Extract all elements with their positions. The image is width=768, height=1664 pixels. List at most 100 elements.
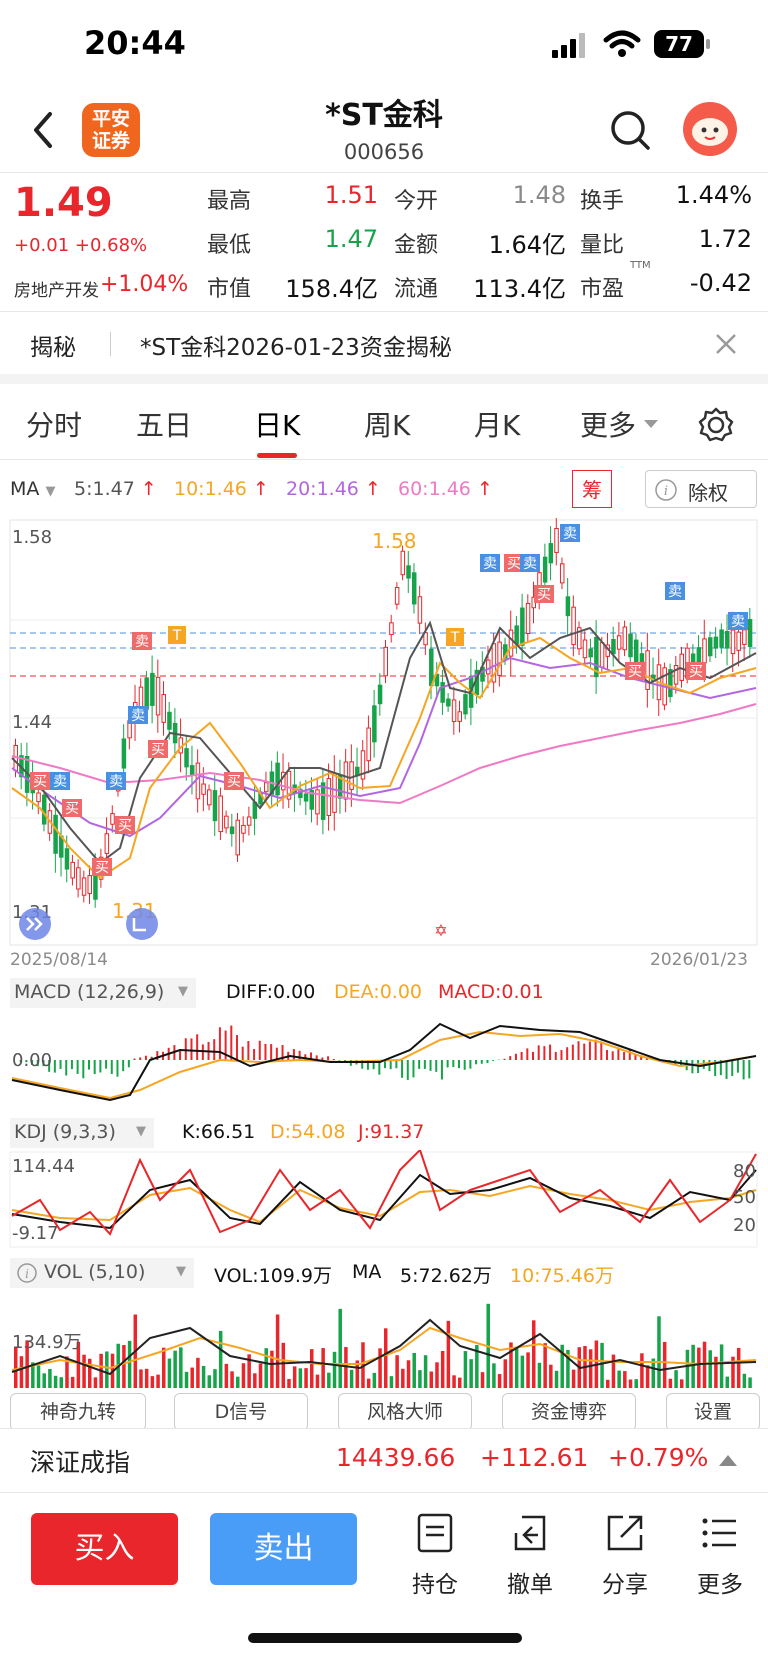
candle-body	[111, 814, 115, 825]
sector-name[interactable]: 房地产开发	[14, 276, 99, 301]
kdj-level-20: 20	[733, 1215, 756, 1236]
tab-five-day[interactable]: 五日	[136, 404, 192, 444]
macd-bar	[338, 1060, 340, 1061]
candle-body	[42, 795, 46, 824]
candle-body	[373, 706, 377, 742]
candle-body	[731, 630, 735, 654]
macd-bar	[748, 1060, 750, 1078]
share-button[interactable]: 分享	[590, 1513, 660, 1599]
close-icon[interactable]	[714, 332, 738, 356]
fullscreen-icon[interactable]	[126, 908, 158, 940]
vol-axis: 134.9万	[12, 1332, 82, 1353]
gear-icon[interactable]	[697, 406, 735, 444]
volume-bar	[60, 1377, 64, 1388]
buy-mark: 买	[92, 858, 112, 876]
svg-text:买: 买	[628, 664, 642, 680]
tab-daily-k[interactable]: 日K	[254, 404, 300, 444]
tool-style-master[interactable]: 风格大师	[338, 1393, 472, 1431]
macd-bar	[327, 1056, 329, 1060]
index-ticker[interactable]: 深证成指 14439.66 +112.61 +0.79%	[0, 1428, 768, 1493]
candle-body	[230, 827, 234, 834]
sector-change: +1.04%	[100, 272, 188, 297]
macd-bar	[82, 1060, 84, 1078]
macd-bar	[88, 1060, 90, 1070]
volume-bar	[82, 1355, 86, 1388]
sell-button[interactable]: 卖出	[210, 1513, 357, 1585]
expand-up-icon[interactable]	[718, 1453, 738, 1467]
tab-more[interactable]: 更多	[580, 404, 636, 444]
battery-level: 77	[665, 32, 693, 56]
chip-button[interactable]: 筹	[572, 470, 612, 508]
macd-bar	[464, 1060, 466, 1070]
volume-bar	[640, 1353, 644, 1388]
macd-selector[interactable]: MACD (12,26,9) ▼	[10, 978, 196, 1008]
event-star-icon[interactable]: ✡	[434, 921, 447, 940]
kdj-chart[interactable]: 114.44 -9.17 80 50 20	[0, 1150, 768, 1250]
macd-bar	[543, 1046, 545, 1060]
macd-bar	[458, 1060, 460, 1068]
avatar[interactable]	[683, 102, 737, 156]
tool-d-signal[interactable]: D信号	[174, 1393, 308, 1431]
volume-bar	[94, 1377, 98, 1388]
kline-frame	[10, 520, 757, 945]
expand-left-icon[interactable]	[19, 908, 51, 940]
macd-bar	[486, 1060, 488, 1063]
buy-button[interactable]: 买入	[31, 1513, 178, 1585]
tool-settings[interactable]: 设置	[666, 1393, 760, 1431]
volume-bar	[395, 1355, 399, 1388]
kline-chart[interactable]: 1.58 1.44 1.31 1.58 1.31 买 买 买 买 买 买 买 买…	[0, 518, 768, 948]
volume-bar	[430, 1371, 434, 1388]
cancel-order-button[interactable]: 撤单	[495, 1513, 565, 1599]
macd-bar	[578, 1041, 580, 1060]
volume-bar	[230, 1371, 234, 1388]
volume-bar	[526, 1352, 530, 1388]
fund-reveal-bar[interactable]: 揭秘 *ST金科2026-01-23资金揭秘	[0, 312, 768, 374]
volume-bar	[338, 1309, 342, 1388]
search-icon[interactable]	[608, 108, 652, 152]
macd-bar	[430, 1060, 432, 1071]
volume-bar	[521, 1356, 525, 1388]
macd-chart[interactable]: 0.00	[0, 1010, 768, 1110]
buy-mark: 买	[534, 585, 554, 603]
adjust-button[interactable]: i 除权	[645, 470, 757, 508]
tool-fund-game[interactable]: 资金博弈	[502, 1393, 636, 1431]
label-float: 流通	[394, 271, 438, 303]
value-float: 113.4亿	[460, 269, 566, 304]
tool-nine-turns[interactable]: 神奇九转	[10, 1393, 146, 1431]
macd-bar	[509, 1056, 511, 1060]
battery-tip	[706, 39, 710, 49]
volume-bar	[259, 1363, 263, 1388]
tab-intraday[interactable]: 分时	[26, 404, 82, 444]
ma60-value: 60:1.46 ↑	[398, 478, 493, 500]
volume-bar	[299, 1368, 303, 1388]
candle-body	[498, 642, 502, 675]
volume-bar	[686, 1350, 690, 1388]
svg-text:卖: 卖	[135, 634, 149, 650]
holdings-icon	[415, 1513, 455, 1553]
candle-body	[526, 603, 530, 633]
candle-body	[612, 639, 616, 653]
buy-mark: 买	[686, 662, 706, 680]
label-volume-ratio: 量比	[580, 227, 624, 259]
volume-bar	[498, 1374, 502, 1388]
kdj-level-80: 80	[733, 1161, 756, 1182]
vol-selector[interactable]: i VOL (5,10) ▼	[10, 1258, 194, 1288]
candle-body	[720, 630, 724, 647]
value-amount: 1.64亿	[460, 225, 566, 260]
candle-body	[219, 796, 223, 832]
tab-monthly-k[interactable]: 月K	[474, 404, 520, 444]
macd-bar	[253, 1049, 255, 1060]
more-button[interactable]: 更多	[685, 1513, 755, 1599]
kdj-selector[interactable]: KDJ (9,3,3) ▼	[10, 1118, 154, 1148]
candle-body	[247, 817, 251, 825]
macd-bar	[236, 1035, 238, 1060]
holdings-button[interactable]: 持仓	[400, 1513, 470, 1599]
volume-bar	[743, 1374, 747, 1388]
macd-bar	[538, 1045, 540, 1060]
tab-weekly-k[interactable]: 周K	[364, 404, 410, 444]
ma-selector[interactable]: MA ▼	[10, 478, 55, 500]
volume-bar	[282, 1343, 286, 1388]
macd-bar	[589, 1042, 591, 1060]
volume-chart[interactable]: 134.9万	[0, 1290, 768, 1390]
volume-bar	[253, 1373, 256, 1388]
